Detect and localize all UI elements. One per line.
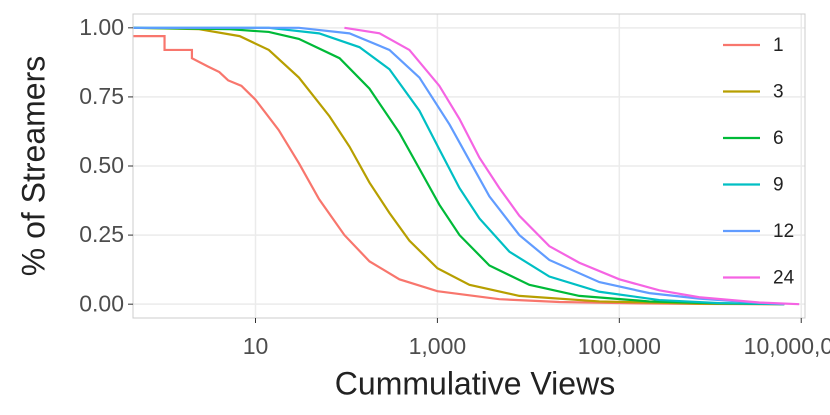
x-tick-label: 100,000 bbox=[578, 333, 661, 359]
series-line bbox=[132, 26, 785, 306]
legend-label: 3 bbox=[773, 82, 784, 103]
y-tick-label: 0.25 bbox=[79, 221, 124, 247]
legend: 1 3 6 9 12 24 bbox=[723, 35, 795, 289]
legend-label: 12 bbox=[773, 221, 794, 242]
series-line bbox=[132, 26, 785, 306]
series-line bbox=[133, 35, 785, 306]
y-tick-label: 0.00 bbox=[79, 290, 124, 316]
y-tick-label: 0.75 bbox=[79, 83, 124, 109]
legend-label: 1 bbox=[773, 35, 784, 56]
y-tick-label: 1.00 bbox=[79, 14, 124, 40]
series-line bbox=[344, 26, 800, 306]
series-line bbox=[133, 26, 785, 306]
y-tick-label: 0.50 bbox=[79, 152, 124, 178]
legend-label: 6 bbox=[773, 128, 784, 149]
lines bbox=[132, 26, 800, 306]
x-tick-label: 1,000 bbox=[409, 333, 467, 359]
x-tick-label: 10,000,000 bbox=[744, 333, 830, 359]
series-line bbox=[133, 26, 785, 306]
y-axis-title: % of Streamers bbox=[15, 56, 51, 277]
x-axis-title: Cummulative Views bbox=[335, 365, 615, 401]
x-tick-label: 10 bbox=[243, 333, 269, 359]
legend-label: 9 bbox=[773, 175, 784, 196]
legend-label: 24 bbox=[773, 268, 795, 289]
